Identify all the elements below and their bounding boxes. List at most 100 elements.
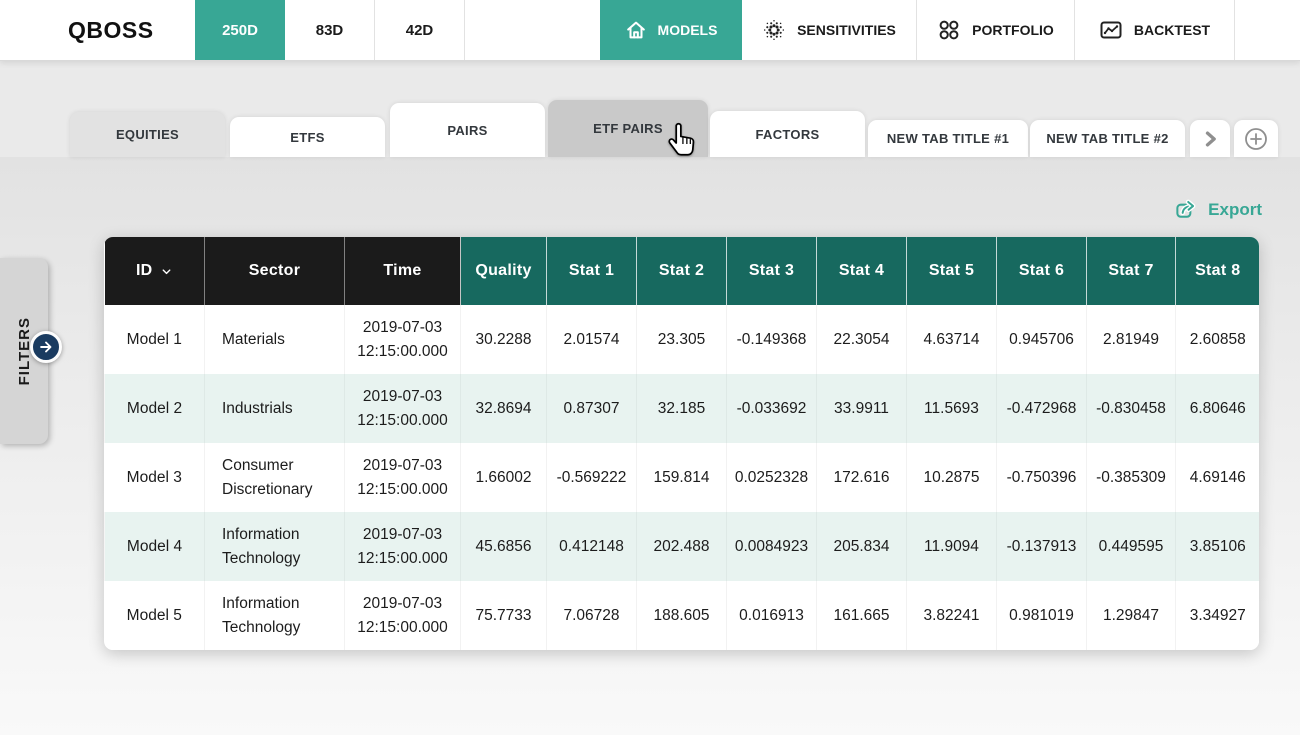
period-tab-83d[interactable]: 83D <box>285 0 375 60</box>
cell-stat3: -0.149368 <box>726 305 817 374</box>
content-area: Export FILTERS <box>0 157 1300 735</box>
cell-quality: 1.66002 <box>460 443 547 512</box>
nav-item-label: SENSITIVITIES <box>797 22 896 38</box>
column-header-id[interactable]: ID <box>104 237 205 305</box>
column-header-time[interactable]: Time <box>344 237 461 305</box>
period-tab-250d[interactable]: 250D <box>195 0 285 60</box>
table-row[interactable]: Model 1 Materials 2019-07-03 12:15:00.000 3… <box>104 305 1259 374</box>
cell-stat1: 2.01574 <box>546 305 637 374</box>
cell-quality: 75.7733 <box>460 581 547 650</box>
tab-pairs[interactable]: PAIRS <box>390 103 545 157</box>
nav-item-sensitivities[interactable]: SENSITIVITIES <box>742 0 917 60</box>
nav-item-backtest[interactable]: BACKTEST <box>1075 0 1235 60</box>
cell-time: 2019-07-03 12:15:00.000 <box>344 581 461 650</box>
cell-stat2: 159.814 <box>636 443 727 512</box>
tab-label: NEW TAB TITLE #2 <box>1046 131 1169 146</box>
top-bar: QBOSS 250D 83D 42D MODELS <box>0 0 1300 60</box>
cell-stat5: 11.9094 <box>906 512 997 581</box>
grid-circles-icon <box>937 18 961 42</box>
tab-label: PAIRS <box>447 122 488 138</box>
cell-stat6: 0.945706 <box>996 305 1087 374</box>
column-header-stat3[interactable]: Stat 3 <box>726 237 817 305</box>
cell-stat4: 205.834 <box>816 512 907 581</box>
arrow-right-icon <box>37 338 55 356</box>
cell-stat3: 0.016913 <box>726 581 817 650</box>
column-header-label: ID <box>135 262 153 279</box>
tab-new-tab-title-2[interactable]: NEW TAB TITLE #2 <box>1030 120 1185 157</box>
cell-stat2: 188.605 <box>636 581 727 650</box>
cell-stat2: 32.185 <box>636 374 727 443</box>
column-header-stat7[interactable]: Stat 7 <box>1086 237 1176 305</box>
cell-sector: Consumer Discretionary <box>204 443 345 512</box>
tab-new-tab-title-1[interactable]: NEW TAB TITLE #1 <box>868 120 1028 157</box>
cell-id: Model 5 <box>104 581 205 650</box>
add-tab-button[interactable] <box>1234 120 1278 157</box>
column-header-stat4[interactable]: Stat 4 <box>816 237 907 305</box>
table-row[interactable]: Model 4 Information Technology 2019-07-03 … <box>104 512 1259 581</box>
tab-etfs[interactable]: ETFS <box>230 117 385 157</box>
cell-time: 2019-07-03 12:15:00.000 <box>344 374 461 443</box>
tab-equities[interactable]: EQUITIES <box>70 112 225 157</box>
cell-stat1: -0.569222 <box>546 443 637 512</box>
tab-label: ETF PAIRS <box>593 121 663 136</box>
cell-stat6: -0.137913 <box>996 512 1087 581</box>
models-table: ID Sector Time Quality Stat 1 <box>104 237 1259 650</box>
app-logo: QBOSS <box>68 17 154 43</box>
cell-stat4: 161.665 <box>816 581 907 650</box>
column-header-stat2[interactable]: Stat 2 <box>636 237 727 305</box>
cell-stat5: 4.63714 <box>906 305 997 374</box>
cell-stat6: -0.472968 <box>996 374 1087 443</box>
column-header-quality[interactable]: Quality <box>460 237 547 305</box>
period-tab-label: 42D <box>405 21 434 39</box>
column-header-sector[interactable]: Sector <box>204 237 345 305</box>
cell-stat6: -0.750396 <box>996 443 1087 512</box>
column-header-stat5[interactable]: Stat 5 <box>906 237 997 305</box>
cell-sector: Industrials <box>204 374 345 443</box>
cell-stat3: -0.033692 <box>726 374 817 443</box>
cell-stat7: 2.81949 <box>1086 305 1176 374</box>
export-button[interactable]: Export <box>1174 197 1262 222</box>
main-nav: MODELS SENSITIVITIES <box>600 0 1235 60</box>
nav-item-portfolio[interactable]: PORTFOLIO <box>917 0 1075 60</box>
cell-sector: Information Technology <box>204 581 345 650</box>
tab-scroll-right-button[interactable] <box>1190 120 1230 157</box>
period-tab-label: 250D <box>222 21 258 39</box>
cell-stat6: 0.981019 <box>996 581 1087 650</box>
cell-stat2: 202.488 <box>636 512 727 581</box>
export-icon <box>1174 197 1199 222</box>
period-tab-42d[interactable]: 42D <box>375 0 465 60</box>
cell-stat8: 2.60858 <box>1175 305 1259 374</box>
nav-item-models[interactable]: MODELS <box>600 0 742 60</box>
cell-quality: 32.8694 <box>460 374 547 443</box>
cell-stat8: 4.69146 <box>1175 443 1259 512</box>
tab-label: FACTORS <box>755 126 820 142</box>
cell-stat1: 0.87307 <box>546 374 637 443</box>
cell-stat4: 33.9911 <box>816 374 907 443</box>
cell-stat1: 0.412148 <box>546 512 637 581</box>
tab-label: ETFS <box>290 129 325 145</box>
tab-etf-pairs[interactable]: ETF PAIRS <box>548 100 708 157</box>
cell-stat8: 6.80646 <box>1175 374 1259 443</box>
tab-label: NEW TAB TITLE #1 <box>886 131 1010 146</box>
column-header-stat1[interactable]: Stat 1 <box>546 237 637 305</box>
home-icon <box>625 19 647 41</box>
cell-quality: 30.2288 <box>460 305 547 374</box>
table-row[interactable]: Model 3 Consumer Discretionary 2019-07-03 … <box>104 443 1259 512</box>
table-row[interactable]: Model 5 Information Technology 2019-07-03 … <box>104 581 1259 650</box>
tab-factors[interactable]: FACTORS <box>710 111 865 157</box>
sort-chevron-down-icon <box>160 265 173 278</box>
table-row[interactable]: Model 2 Industrials 2019-07-03 12:15:00.00… <box>104 374 1259 443</box>
filters-expand-button[interactable] <box>30 331 62 363</box>
cell-stat3: 0.0084923 <box>726 512 817 581</box>
dot-cluster-icon <box>762 18 786 42</box>
column-header-stat6[interactable]: Stat 6 <box>996 237 1087 305</box>
cell-time: 2019-07-03 12:15:00.000 <box>344 512 461 581</box>
cell-stat7: 1.29847 <box>1086 581 1176 650</box>
cell-stat8: 3.85106 <box>1175 512 1259 581</box>
cell-sector: Materials <box>204 305 345 374</box>
cell-id: Model 1 <box>104 305 205 374</box>
column-header-stat8[interactable]: Stat 8 <box>1175 237 1259 305</box>
cell-stat7: -0.830458 <box>1086 374 1176 443</box>
nav-item-label: MODELS <box>657 22 718 38</box>
